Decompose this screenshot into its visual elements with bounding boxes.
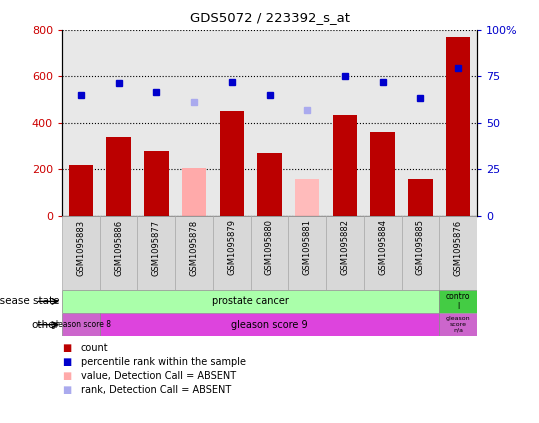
- Text: gleason score 8: gleason score 8: [51, 320, 111, 329]
- Bar: [213, 216, 251, 290]
- Bar: [295, 179, 320, 216]
- Bar: [333, 115, 357, 216]
- Bar: [100, 216, 137, 290]
- Bar: [62, 313, 100, 336]
- Text: GSM1095882: GSM1095882: [341, 220, 349, 275]
- Bar: [326, 216, 364, 290]
- Text: contro
l: contro l: [446, 292, 471, 311]
- Text: GDS5072 / 223392_s_at: GDS5072 / 223392_s_at: [190, 11, 349, 24]
- Text: GSM1095885: GSM1095885: [416, 220, 425, 275]
- Bar: [251, 216, 288, 290]
- Bar: [408, 179, 433, 216]
- Bar: [446, 37, 471, 216]
- Bar: [288, 216, 326, 290]
- Text: GSM1095886: GSM1095886: [114, 220, 123, 275]
- Text: percentile rank within the sample: percentile rank within the sample: [81, 357, 246, 367]
- Text: GSM1095877: GSM1095877: [152, 220, 161, 275]
- Bar: [106, 137, 131, 216]
- Bar: [182, 168, 206, 216]
- Text: GSM1095884: GSM1095884: [378, 220, 387, 275]
- Bar: [175, 216, 213, 290]
- Text: ■: ■: [62, 357, 71, 367]
- Text: GSM1095876: GSM1095876: [454, 220, 462, 275]
- Bar: [137, 216, 175, 290]
- Text: count: count: [81, 343, 108, 353]
- Text: ■: ■: [62, 385, 71, 395]
- Text: rank, Detection Call = ABSENT: rank, Detection Call = ABSENT: [81, 385, 231, 395]
- Text: prostate cancer: prostate cancer: [212, 297, 289, 306]
- Text: ■: ■: [62, 343, 71, 353]
- Bar: [257, 153, 282, 216]
- Bar: [439, 290, 477, 313]
- Text: GSM1095878: GSM1095878: [190, 220, 198, 275]
- Bar: [439, 313, 477, 336]
- Text: disease state: disease state: [0, 297, 59, 306]
- Text: gleason
score
n/a: gleason score n/a: [446, 316, 471, 333]
- Bar: [402, 216, 439, 290]
- Text: GSM1095881: GSM1095881: [303, 220, 312, 275]
- Text: other: other: [31, 320, 59, 330]
- Text: gleason score 9: gleason score 9: [231, 320, 308, 330]
- Text: GSM1095880: GSM1095880: [265, 220, 274, 275]
- Bar: [144, 151, 169, 216]
- Text: GSM1095883: GSM1095883: [77, 220, 85, 275]
- Bar: [68, 165, 93, 216]
- Bar: [100, 313, 439, 336]
- Bar: [62, 216, 100, 290]
- Bar: [364, 216, 402, 290]
- Text: value, Detection Call = ABSENT: value, Detection Call = ABSENT: [81, 371, 236, 381]
- Bar: [439, 216, 477, 290]
- Bar: [370, 132, 395, 216]
- Bar: [219, 111, 244, 216]
- Text: ■: ■: [62, 371, 71, 381]
- Text: GSM1095879: GSM1095879: [227, 220, 236, 275]
